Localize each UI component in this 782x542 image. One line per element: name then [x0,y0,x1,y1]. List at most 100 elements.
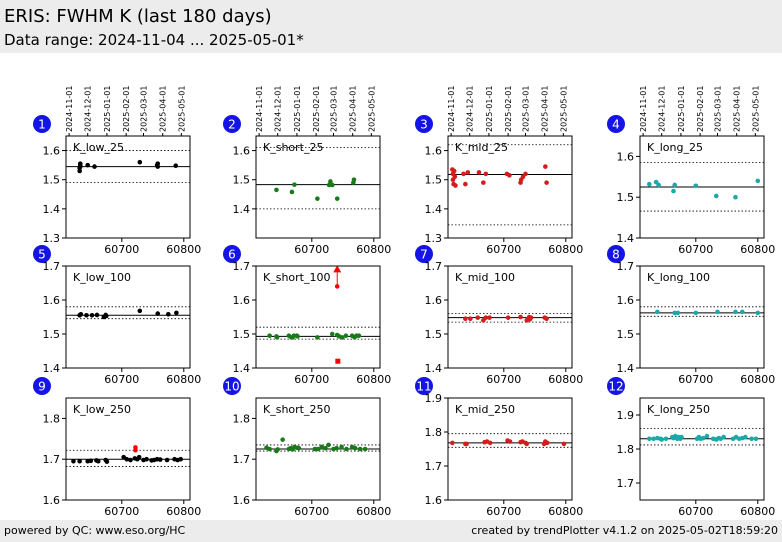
outlier-point [133,447,138,453]
data-point [524,441,530,447]
y-tick-label: 1.5 [617,191,635,204]
data-point [663,436,669,442]
date-tick-label: 2025-02-01 [504,86,513,133]
data-point [267,333,272,339]
data-point [292,182,297,187]
data-point [700,435,706,441]
y-tick-label: 1.7 [617,260,635,273]
trend-panel-7: 7 1.4 1.5 1.6 1.7 60700 60800 K_mid_100 [415,245,583,386]
data-point [561,441,567,447]
data-point [296,445,302,451]
data-point [157,457,163,462]
data-point [675,310,681,316]
x-tick-label: 60800 [356,505,391,518]
data-point [95,458,101,464]
x-tick-label: 60800 [548,505,583,518]
data-point [328,179,333,184]
y-tick-label: 1.5 [425,328,443,341]
y-tick-label: 1.6 [43,145,61,158]
date-tick-label: 2024-12-01 [466,86,475,133]
date-tick-label: 2025-04-01 [733,86,742,133]
trend-panel-11: 11 1.6 1.7 1.8 1.9 60700 60800 K_mid_250 [415,377,583,518]
date-tick-label: 2025-01-01 [677,86,686,133]
data-point [733,309,738,315]
data-point [487,315,492,320]
trend-panel-6: 6 1.4 1.5 1.6 1.7 60700 60800 K_short_100 [223,245,391,386]
x-tick-label: 60800 [356,373,391,386]
data-point [352,445,358,451]
plot-frame [255,265,381,369]
y-tick-label: 1.7 [233,453,251,466]
plot-frame [65,265,191,369]
panel-label: K_long_100 [647,271,710,284]
data-point [329,182,335,188]
date-tick-label: 2025-03-01 [714,86,723,133]
y-tick-label: 1.3 [43,232,61,245]
trend-panel-4: 4 2024-11-01 2024-12-01 2025-01-01 2025-02-0… [607,86,775,256]
data-point [452,174,458,180]
x-tick-label: 60700 [294,505,329,518]
y-tick-label: 1.4 [617,362,635,375]
panel-number-label: 9 [38,380,46,394]
data-point [88,458,94,464]
data-point [315,335,320,340]
data-point [453,183,458,188]
data-point [155,311,161,316]
data-point [523,171,528,177]
x-tick-label: 60700 [294,243,329,256]
date-tick-label: 2025-01-01 [485,85,494,132]
panel-number-badge [415,377,433,395]
y-tick-label: 1.8 [617,443,635,456]
y-tick-label: 1.4 [233,203,251,216]
y-tick-label: 1.7 [43,453,61,466]
panel-number-badge [415,245,433,263]
data-point [450,440,455,446]
data-range-subtitle: Data range: 2024-11-04 ... 2025-05-01* [4,31,304,49]
data-point [85,162,90,168]
data-point [315,446,321,452]
y-tick-label: 1.8 [233,412,251,425]
data-point [659,437,664,442]
data-point [94,312,100,318]
panel-number-badge [33,115,51,133]
y-tick-label: 1.4 [617,232,635,245]
data-point [721,434,726,440]
x-tick-label: 60700 [486,373,521,386]
panel-number-badge [607,115,625,133]
x-tick-label: 60800 [166,243,201,256]
data-point [740,309,745,315]
data-point [463,316,468,322]
trend-panel-9: 9 1.6 1.7 1.8 60700 60800 K_low_250 [33,377,201,518]
data-point [329,331,335,337]
panel-label: K_short_100 [263,271,330,284]
y-tick-label: 1.8 [43,412,61,425]
date-tick-label: 2025-03-01 [140,86,149,133]
data-point [755,178,761,184]
panel-number-label: 7 [420,248,428,262]
data-point [749,436,754,442]
x-tick-label: 60800 [166,373,201,386]
x-tick-label: 60700 [486,505,521,518]
data-point [357,446,363,452]
data-point [647,436,652,442]
plot-frame [447,265,573,369]
y-tick-label: 1.7 [233,260,251,273]
y-tick-label: 1.6 [425,494,443,507]
panel-number-label: 12 [608,380,623,394]
x-tick-label: 60700 [486,243,521,256]
date-tick-label: 2025-02-01 [122,86,131,133]
panel-number-badge [607,377,625,395]
data-point [483,171,489,177]
data-point [487,440,493,446]
date-tick-label: 2025-03-01 [330,86,339,133]
y-tick-label: 1.6 [43,294,61,307]
panel-label: K_mid_100 [455,271,515,284]
y-tick-label: 1.4 [233,362,251,375]
x-tick-label: 60700 [104,373,139,386]
panel-label: K_long_250 [647,403,710,416]
data-point [144,456,149,462]
panel-label: K_short_250 [263,403,330,416]
data-point [104,459,110,464]
panel-number-label: 1 [38,118,46,132]
x-tick-label: 60800 [740,505,775,518]
